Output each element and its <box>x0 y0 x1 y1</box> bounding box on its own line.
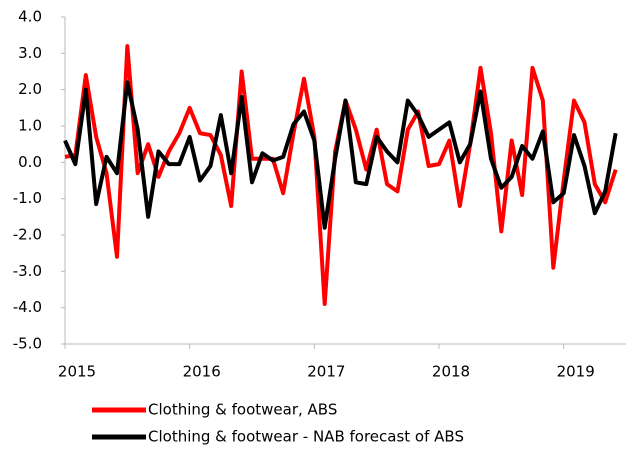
series-line <box>63 80 618 230</box>
x-tick-label: 2018 <box>432 363 470 381</box>
y-tick-label: 3.0 <box>18 44 42 62</box>
x-tick-label: 2017 <box>307 363 345 381</box>
legend-label: Clothing & footwear - NAB forecast of AB… <box>148 428 464 446</box>
y-tick-label: -1.0 <box>13 189 42 207</box>
x-tick-label: 2016 <box>183 363 221 381</box>
y-tick-label: -4.0 <box>13 298 42 316</box>
legend-label: Clothing & footwear, ABS <box>148 401 337 419</box>
y-tick-label: -3.0 <box>13 262 42 280</box>
y-tick-label: 2.0 <box>18 80 42 98</box>
y-tick-label: -5.0 <box>13 335 42 353</box>
y-tick-label: -2.0 <box>13 226 42 244</box>
series-line <box>64 44 618 307</box>
x-tick-label: 2015 <box>58 363 96 381</box>
x-tick-label: 2019 <box>557 363 595 381</box>
y-tick-label: 0.0 <box>18 153 42 171</box>
y-tick-label: 4.0 <box>18 8 42 26</box>
y-tick-label: 1.0 <box>18 117 42 135</box>
